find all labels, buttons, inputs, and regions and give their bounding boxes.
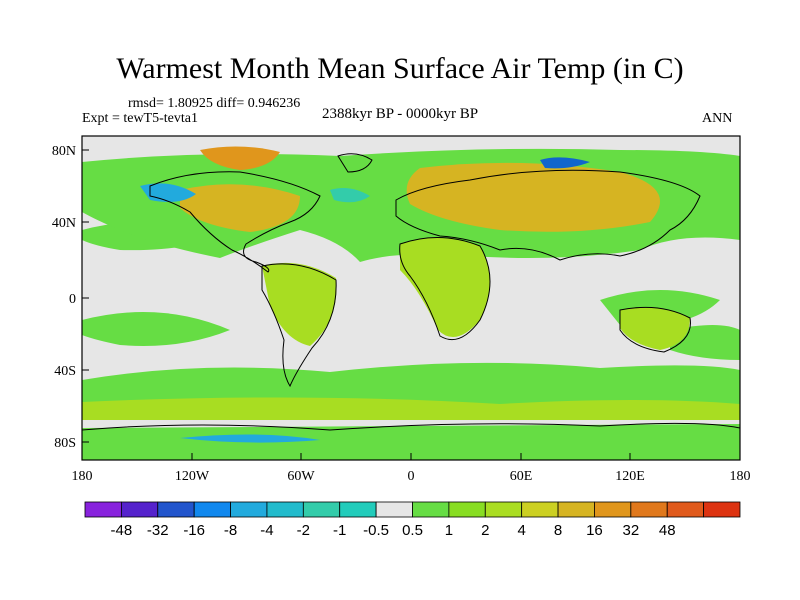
colorbar-swatch [302, 501, 341, 518]
siberia-cool-patch [540, 157, 590, 169]
eurasia-coast [395, 169, 701, 261]
africa-field [400, 237, 490, 338]
arctic-canada-hot-spot [200, 146, 280, 170]
colorbar-label: 2 [481, 522, 489, 539]
map-field [82, 136, 740, 460]
plot-title: Warmest Month Mean Surface Air Temp (in … [116, 52, 684, 85]
australia-coast [619, 306, 691, 353]
y-tick-label: 0 [69, 292, 76, 307]
greenland-coast [337, 153, 373, 173]
colorbar-swatch [193, 501, 231, 518]
antarctica-field [82, 424, 740, 460]
south-pacific-patch [82, 312, 230, 346]
x-tick-label: 120E [615, 469, 645, 484]
y-tick-label: 80N [52, 144, 76, 159]
period-label: 2388kyr BP - 0000kyr BP [322, 106, 479, 122]
colorbar-swatch [630, 501, 668, 518]
stats-line: rmsd= 1.80925 diff= 0.946236 [128, 96, 301, 111]
x-tick-label: 60W [287, 469, 315, 484]
colorbar-label: -1 [333, 522, 346, 539]
x-axis: 180 120W 60W 0 60E 120E 180 [72, 453, 751, 484]
colorbar-label: 32 [622, 522, 639, 539]
australia-field [620, 307, 690, 350]
colorbar-label: -0.5 [363, 522, 389, 539]
colorbar-label: -48 [111, 522, 133, 539]
colorbar-label: 48 [659, 522, 676, 539]
x-tick-label: 180 [72, 469, 93, 484]
colorbar-label: 0.5 [402, 522, 423, 539]
x-tick-label: 120W [175, 469, 210, 484]
y-tick-label: 40S [54, 364, 76, 379]
season-label: ANN [702, 111, 733, 126]
colorbar-swatch [375, 501, 413, 518]
colorbar-label: -32 [147, 522, 169, 539]
coastlines [82, 153, 740, 431]
africa-coast [399, 237, 491, 340]
x-tick-label: 0 [408, 469, 415, 484]
colorbar-label: -2 [297, 522, 310, 539]
north-america-coast [149, 171, 321, 273]
y-tick-label: 40N [52, 216, 76, 231]
colorbar-label: -8 [224, 522, 237, 539]
colorbar-swatch [120, 501, 159, 518]
colorbar-label: -4 [260, 522, 273, 539]
x-tick-label: 60E [510, 469, 533, 484]
y-axis: 80N 40N 0 40S 80S [52, 144, 89, 451]
colorbar-swatch [521, 501, 559, 518]
experiment-label: Expt = tewT5-tevta1 [82, 111, 198, 126]
antarctica-coast [82, 422, 740, 431]
colorbar-swatch [412, 501, 450, 518]
colorbar-swatch [266, 501, 304, 518]
colorbar-swatch [666, 501, 705, 518]
south-america-coast [261, 263, 337, 388]
colorbar-swatch [84, 501, 122, 518]
colorbar-label: 1 [445, 522, 453, 539]
colorbar-label: 8 [554, 522, 562, 539]
south-america-field [262, 262, 337, 346]
colorbar-swatch [448, 501, 486, 518]
colorbar-swatch [703, 501, 741, 518]
x-tick-label: 180 [730, 469, 751, 484]
colorbar-swatch [157, 501, 195, 518]
colorbar-swatch [339, 501, 377, 518]
southern-ocean-inner-band [82, 397, 740, 420]
colorbar-label: -16 [183, 522, 205, 539]
colorbar-swatch [484, 501, 523, 518]
north-america-warm-core [180, 184, 300, 232]
antarctica-cool-patch [180, 434, 320, 443]
north-atlantic-cool-patch [330, 188, 370, 203]
colorbar-swatch [594, 501, 632, 518]
colorbar-swatch [230, 501, 268, 518]
y-tick-label: 80S [54, 436, 76, 451]
colorbar-label: 16 [586, 522, 603, 539]
colorbar-swatch [557, 501, 595, 518]
colorbar-label: 4 [517, 522, 525, 539]
colorbar: -48 -32 -16 -8 -4 -2 -1 -0.5 0.5 1 2 4 8 16 32 48 [84, 501, 741, 539]
